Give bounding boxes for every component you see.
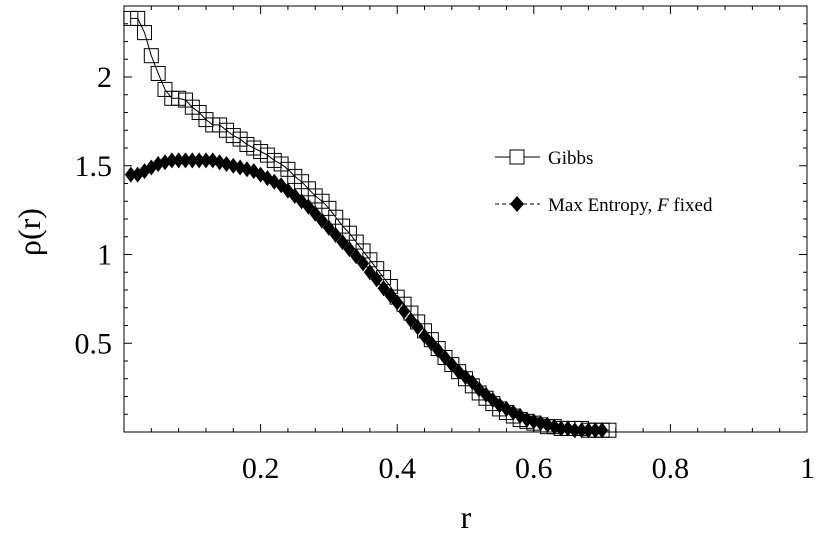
data-point-diamond <box>193 152 206 169</box>
data-point-diamond <box>165 152 178 169</box>
data-point-diamond <box>350 248 363 265</box>
data-point-diamond <box>425 335 438 352</box>
data-point-diamond <box>124 166 137 183</box>
data-point-diamond <box>357 255 370 272</box>
axis-layer: 0.2 0.4 0.6 0.8 1 0.5 1 1.5 2 <box>75 6 815 485</box>
legend: Gibbs Max Entropy, F fixed <box>495 148 713 216</box>
data-point-diamond <box>391 294 404 311</box>
series-layer <box>123 10 617 439</box>
data-point-square <box>150 65 166 81</box>
data-point-diamond <box>302 198 315 215</box>
data-point-square <box>136 25 152 41</box>
y-tick-label: 2 <box>97 61 112 94</box>
data-point-diamond <box>316 212 329 229</box>
data-point-diamond <box>589 422 602 439</box>
legend-gibbs-label: Gibbs <box>548 148 593 169</box>
legend-maxent-label: Max Entropy, F fixed <box>548 195 713 216</box>
data-point-diamond <box>439 349 452 366</box>
x-axis-title: r <box>461 499 472 531</box>
legend-item-gibbs: Gibbs <box>495 148 593 169</box>
data-point-diamond <box>343 241 356 258</box>
data-point-diamond <box>384 287 397 304</box>
data-point-diamond <box>575 422 588 439</box>
data-point-diamond <box>309 205 322 222</box>
y-tick-label: 0.5 <box>75 327 113 360</box>
data-point-diamond <box>377 280 390 297</box>
x-tick-label: 0.4 <box>378 452 416 485</box>
y-tick-label: 1.5 <box>75 150 113 183</box>
series-max-entropy <box>124 152 609 439</box>
legend-maxent-text-main: Max Entropy, <box>548 195 657 216</box>
legend-gibbs-marker <box>509 149 525 165</box>
data-point-diamond <box>363 264 376 281</box>
x-tick-label: 0.8 <box>652 452 690 485</box>
data-point-diamond <box>432 342 445 359</box>
legend-maxent-text-italic: F <box>656 195 669 216</box>
series-line <box>130 159 603 431</box>
y-axis-title: ρ(r) <box>11 208 47 256</box>
data-point-diamond <box>466 374 479 391</box>
series-gibbs <box>123 10 617 438</box>
x-tick-label: 0.2 <box>242 452 280 485</box>
x-tick-label: 1 <box>800 452 815 485</box>
legend-maxent-marker <box>510 196 524 212</box>
data-point-diamond <box>370 271 383 288</box>
data-point-diamond <box>179 152 192 169</box>
data-point-diamond <box>418 328 431 345</box>
data-point-diamond <box>172 152 185 169</box>
x-tick-label: 0.6 <box>515 452 553 485</box>
data-point-diamond <box>322 219 335 236</box>
data-point-diamond <box>398 303 411 320</box>
legend-maxent-text-tail: fixed <box>669 195 713 216</box>
data-point-diamond <box>445 356 458 373</box>
data-point-diamond <box>596 422 609 439</box>
data-point-diamond <box>404 312 417 329</box>
legend-gibbs-text: Gibbs <box>548 148 593 169</box>
data-point-diamond <box>568 422 581 439</box>
data-point-diamond <box>336 234 349 251</box>
legend-item-max-entropy: Max Entropy, F fixed <box>495 195 713 216</box>
series-line <box>130 17 609 431</box>
data-point-diamond <box>411 319 424 336</box>
data-point-diamond <box>329 226 342 243</box>
data-point-diamond <box>199 152 212 169</box>
y-tick-label: 1 <box>97 239 112 272</box>
data-point-diamond <box>186 152 199 169</box>
data-point-square <box>143 48 159 64</box>
